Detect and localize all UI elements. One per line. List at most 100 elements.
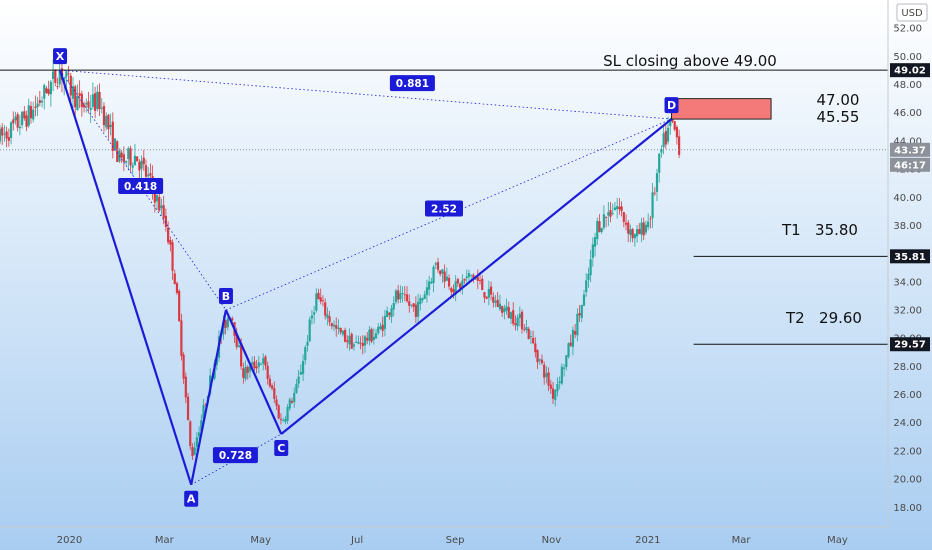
candle — [538, 358, 541, 365]
candle — [140, 155, 143, 179]
y-tick-label: 34.00 — [893, 277, 922, 288]
x-tick-label: May — [250, 535, 271, 546]
candle — [7, 128, 10, 147]
candle — [605, 216, 608, 228]
candle — [122, 146, 125, 172]
candle — [138, 159, 141, 182]
ratio-label: 0.728 — [212, 447, 258, 464]
candle — [467, 269, 471, 283]
candle — [580, 304, 583, 323]
currency-label: USD — [901, 8, 923, 19]
candle — [461, 274, 464, 295]
candle — [631, 227, 634, 243]
candle — [29, 101, 33, 124]
candle — [366, 332, 369, 345]
point-label-a: A — [184, 490, 199, 507]
candle — [3, 125, 6, 142]
candle — [49, 80, 52, 107]
y-tick-label: 38.00 — [893, 221, 922, 232]
y-tick-label: 50.00 — [893, 52, 922, 63]
candle — [560, 363, 563, 386]
y-tick-label: 26.00 — [893, 390, 922, 401]
svg-text:D: D — [667, 99, 676, 112]
candle — [262, 353, 265, 371]
candle — [332, 320, 336, 332]
price-badge-29.57: 29.57 — [890, 337, 930, 352]
candle — [622, 211, 625, 228]
pattern-ratio-line-BD — [225, 118, 672, 311]
candle — [295, 379, 298, 394]
candle — [368, 325, 371, 346]
candle — [403, 286, 406, 302]
candle — [485, 296, 488, 300]
candle — [195, 432, 198, 452]
candle — [363, 334, 367, 353]
candle — [306, 335, 309, 352]
candle — [76, 84, 79, 111]
svg-text:C: C — [277, 442, 285, 455]
candle — [0, 125, 2, 145]
y-tick-label: 32.00 — [893, 306, 922, 317]
candle — [348, 328, 351, 351]
candle — [501, 305, 504, 317]
candle — [616, 197, 619, 219]
y-tick-label: 48.00 — [893, 80, 922, 91]
candle — [386, 306, 389, 317]
x-tick-label: 2021 — [635, 535, 660, 546]
candle — [290, 397, 294, 404]
candle — [609, 202, 612, 223]
candle — [133, 143, 137, 166]
candle — [498, 294, 502, 312]
candle — [43, 83, 46, 110]
candle — [34, 95, 37, 117]
candle — [507, 301, 510, 319]
candle — [556, 377, 559, 397]
svg-text:46:17: 46:17 — [894, 160, 926, 171]
candle — [529, 330, 533, 345]
stop-zone-box[interactable] — [671, 98, 772, 120]
candle — [127, 146, 130, 171]
x-tick-label: Sep — [446, 535, 465, 546]
candle — [401, 286, 404, 303]
candle — [56, 77, 59, 90]
time-axis[interactable]: 2020 Mar May Jul Sep Nov 2021 Mar May — [0, 526, 888, 546]
candle — [85, 98, 88, 113]
currency-badge[interactable] — [896, 3, 928, 22]
candle — [326, 307, 329, 326]
candle — [421, 297, 424, 304]
svg-text:43.37: 43.37 — [894, 145, 926, 156]
candle — [273, 381, 276, 403]
candle — [412, 302, 415, 312]
candle — [1, 123, 4, 145]
ratio-label: 0.418 — [118, 178, 164, 194]
candle — [649, 215, 652, 229]
candle — [162, 195, 165, 225]
candle — [481, 275, 484, 291]
candle — [454, 275, 457, 302]
candle — [36, 96, 39, 117]
candle — [476, 269, 479, 290]
candle — [627, 219, 630, 243]
y-tick-label: 28.00 — [893, 362, 922, 373]
candle — [184, 372, 187, 404]
candle — [350, 332, 353, 350]
candle — [428, 276, 431, 296]
svg-text:B: B — [222, 290, 230, 303]
candle — [445, 267, 448, 282]
candle — [675, 125, 679, 145]
x-tick-label: May — [827, 535, 848, 546]
candle — [644, 220, 648, 235]
candle — [598, 214, 601, 233]
ratio-text: 0.728 — [219, 450, 252, 462]
candle — [352, 342, 356, 351]
candle — [489, 281, 493, 301]
candle — [425, 279, 429, 303]
candle — [536, 349, 539, 370]
pattern-point-labels: X A B C D — [53, 48, 679, 507]
stop-zone — [671, 98, 772, 120]
candle — [633, 233, 636, 247]
candle — [193, 441, 196, 456]
candle — [642, 217, 645, 241]
